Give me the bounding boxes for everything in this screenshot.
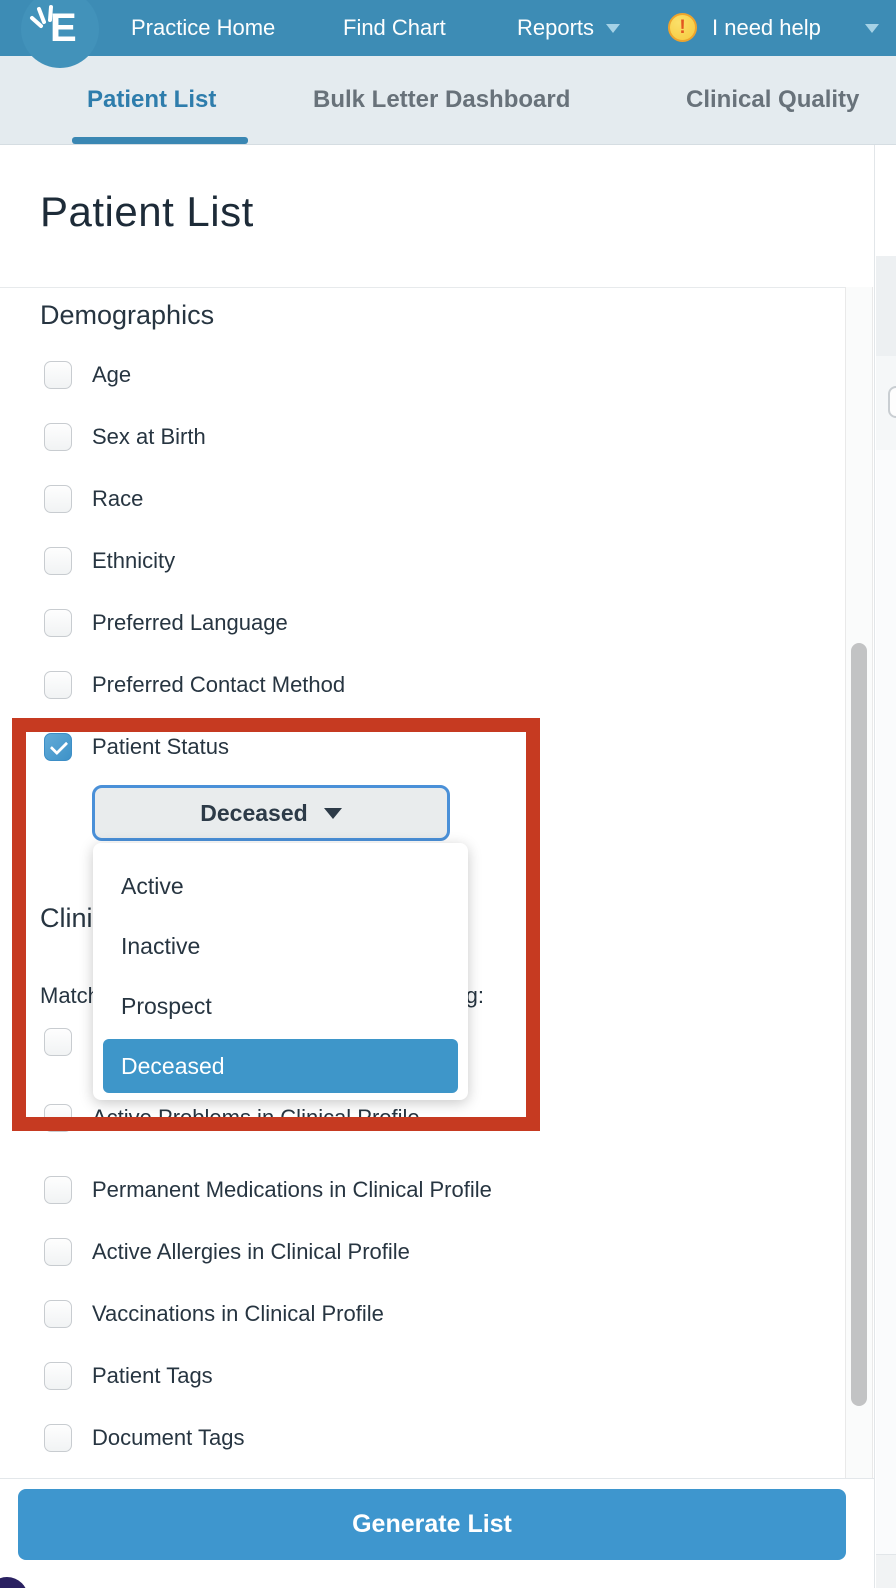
warning-icon: !: [668, 13, 697, 42]
checkbox-row[interactable]: Race: [40, 468, 820, 530]
checkbox-label: Preferred Contact Method: [92, 672, 346, 697]
nav-help-menu[interactable]: I need help: [712, 0, 821, 56]
checkbox-row[interactable]: Preferred Contact Method: [40, 654, 820, 716]
checkbox-label: Sex at Birth: [92, 424, 206, 449]
divider: [0, 287, 845, 288]
generate-list-label: Generate List: [352, 1510, 512, 1538]
checkbox[interactable]: [44, 547, 72, 575]
checkbox-label: Permanent Medications in Clinical Profil…: [92, 1177, 492, 1202]
nav-practice-home[interactable]: Practice Home: [131, 0, 275, 56]
scrollbar-thumb[interactable]: [851, 643, 867, 1406]
demographics-heading: Demographics: [40, 300, 215, 330]
tab-clinical-quality[interactable]: Clinical Quality: [686, 56, 859, 144]
tab-bar: Patient List Bulk Letter Dashboard Clini…: [0, 56, 896, 145]
active-tab-underline: [72, 137, 248, 144]
clinical-options-list: Permanent Medications in Clinical Profil…: [40, 1159, 820, 1469]
clinical-options-rows: Permanent Medications in Clinical Profil…: [40, 1159, 820, 1469]
demographics-options-list: Age Sex at Birth Race Ethnicity Preferre…: [40, 344, 820, 716]
dropdown-option[interactable]: Prospect: [121, 992, 212, 1019]
checkbox[interactable]: [44, 1424, 72, 1452]
checkbox[interactable]: [44, 1238, 72, 1266]
checkbox-row[interactable]: Age: [40, 344, 820, 406]
dropdown-option[interactable]: Active: [121, 872, 184, 899]
checkbox[interactable]: [44, 361, 72, 389]
checkbox-label: Preferred Language: [92, 610, 288, 635]
patient-status-dropdown-menu: Active Inactive Prospect Deceased: [93, 843, 468, 1100]
checkbox-label: Age: [92, 362, 132, 387]
nav-help-label: I need help: [712, 15, 821, 40]
patient-status-dropdown-button[interactable]: Deceased: [92, 785, 450, 841]
checkbox[interactable]: [44, 1362, 72, 1390]
nav-find-chart[interactable]: Find Chart: [343, 0, 446, 56]
patient-status-dropdown-value: Deceased: [200, 799, 308, 826]
checkbox-label: Vaccinations in Clinical Profile: [92, 1301, 384, 1326]
active-problems-checkbox[interactable]: [44, 1104, 72, 1132]
right-panel-block: [876, 450, 896, 1554]
logo-letter: E: [50, 6, 77, 50]
patient-status-checkbox[interactable]: [44, 733, 72, 761]
tab-clinical-quality-label: Clinical Quality: [686, 86, 860, 113]
checkbox-label: Patient Tags: [92, 1363, 213, 1388]
checkbox-row[interactable]: Ethnicity: [40, 530, 820, 592]
checkbox-row[interactable]: Permanent Medications in Clinical Profil…: [40, 1159, 820, 1221]
checkbox[interactable]: [44, 1300, 72, 1328]
caret-down-icon: [865, 23, 879, 33]
tab-bulk-letter-dashboard[interactable]: Bulk Letter Dashboard: [313, 56, 570, 144]
app-logo[interactable]: E: [21, 0, 99, 68]
demographics-section: Demographics Age Sex at Birth Race Ethni…: [40, 297, 820, 778]
active-problems-label: Active Problems in Clinical Profile: [92, 1105, 420, 1130]
divider: [0, 1478, 874, 1479]
checkbox-row-active-problems[interactable]: Active Problems in Clinical Profile: [44, 1100, 420, 1136]
dropdown-option[interactable]: Deceased: [103, 1039, 458, 1093]
nav-practice-home-label: Practice Home: [131, 15, 276, 40]
tab-patient-list-label: Patient List: [87, 86, 217, 113]
right-panel-block: [876, 256, 896, 356]
logo-spark-icon: [30, 5, 53, 28]
checkbox-row[interactable]: Document Tags: [40, 1407, 820, 1469]
checkbox-row[interactable]: Sex at Birth: [40, 406, 820, 468]
checkbox-row[interactable]: Preferred Language: [40, 592, 820, 654]
nav-find-chart-label: Find Chart: [343, 15, 446, 40]
checkbox[interactable]: [44, 423, 72, 451]
right-panel-block: [876, 356, 896, 450]
checkbox[interactable]: [44, 1176, 72, 1204]
patient-status-label: Patient Status: [92, 734, 229, 759]
warning-icon-glyph: !: [679, 16, 686, 38]
tab-patient-list[interactable]: Patient List: [87, 56, 216, 144]
right-panel-cutoff: [874, 145, 896, 1588]
dropdown-options: Active Inactive Prospect Deceased: [93, 856, 468, 1093]
checkbox[interactable]: [44, 609, 72, 637]
right-panel-block: [876, 1554, 896, 1588]
tab-bulk-letter-label: Bulk Letter Dashboard: [313, 86, 571, 113]
nav-help-caret[interactable]: [865, 0, 879, 56]
chat-widget-bubble[interactable]: [0, 1577, 28, 1588]
caret-down-icon: [606, 23, 621, 33]
checkbox-label: Active Allergies in Clinical Profile: [92, 1239, 410, 1264]
checkbox-row[interactable]: Patient Tags: [40, 1345, 820, 1407]
checkbox-row-patient-status[interactable]: Patient Status: [40, 716, 820, 778]
top-navbar: Practice Home Find Chart Reports ! I nee…: [0, 0, 896, 56]
dropdown-option[interactable]: Inactive: [121, 932, 201, 959]
nav-reports-menu[interactable]: Reports: [517, 0, 621, 56]
page-title: Patient List: [40, 188, 254, 235]
hidden-option-checkbox[interactable]: [44, 1028, 72, 1056]
checkbox-row[interactable]: Active Allergies in Clinical Profile: [40, 1221, 820, 1283]
caret-down-icon: [323, 807, 342, 819]
checkbox-label: Race: [92, 486, 144, 511]
generate-list-button[interactable]: Generate List: [18, 1489, 846, 1560]
right-panel-partial-control: [888, 386, 896, 418]
checkbox[interactable]: [44, 485, 72, 513]
checkbox[interactable]: [44, 671, 72, 699]
checkbox-label: Ethnicity: [92, 548, 176, 573]
nav-reports-label: Reports: [517, 15, 595, 40]
checkbox-row[interactable]: Vaccinations in Clinical Profile: [40, 1283, 820, 1345]
checkbox-label: Document Tags: [92, 1425, 245, 1450]
